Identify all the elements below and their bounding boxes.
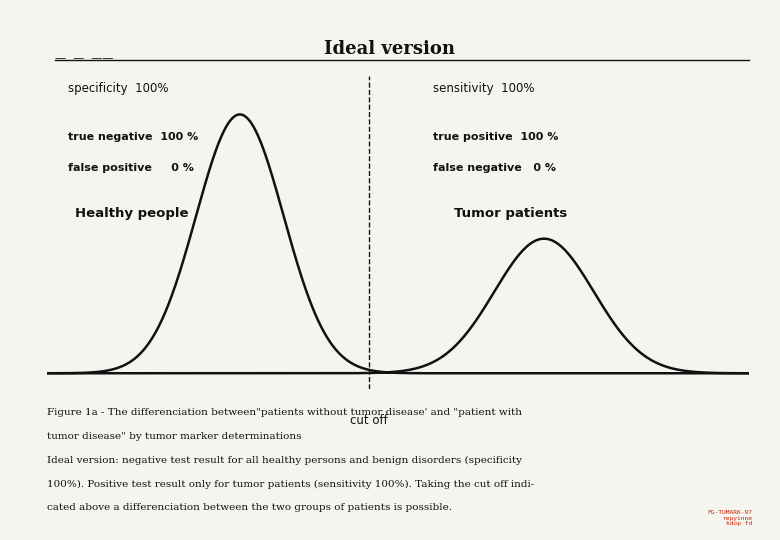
- Text: Healthy people: Healthy people: [75, 207, 189, 220]
- Text: sensitivity  100%: sensitivity 100%: [433, 82, 534, 95]
- Text: true positive  100 %: true positive 100 %: [433, 132, 558, 142]
- Text: false negative   0 %: false negative 0 %: [433, 163, 556, 173]
- Text: cut off: cut off: [349, 414, 388, 427]
- Text: Tumor patients: Tumor patients: [454, 207, 567, 220]
- Text: cated above a differenciation between the two groups of patients is possible.: cated above a differenciation between th…: [47, 503, 452, 512]
- Text: 100%). Positive test result only for tumor patients (sensitivity 100%). Taking t: 100%). Positive test result only for tum…: [47, 480, 534, 489]
- Text: Ideal version: Ideal version: [324, 40, 456, 58]
- Text: true negative  100 %: true negative 100 %: [68, 132, 198, 142]
- Text: false positive     0 %: false positive 0 %: [68, 163, 193, 173]
- Text: tumor disease" by tumor marker determinations: tumor disease" by tumor marker determina…: [47, 431, 301, 441]
- Text: specificity  100%: specificity 100%: [68, 82, 168, 95]
- Text: —  —  ——: — — ——: [55, 53, 113, 63]
- Text: Ideal version: negative test result for all healthy persons and benign disorders: Ideal version: negative test result for …: [47, 456, 522, 464]
- Text: Figure 1a - The differenciation between"patients without tumor disease' and "pat: Figure 1a - The differenciation between"…: [47, 408, 522, 416]
- Text: FG-TUMARK-97
repyinne
kdop fd: FG-TUMARK-97 repyinne kdop fd: [707, 510, 753, 526]
